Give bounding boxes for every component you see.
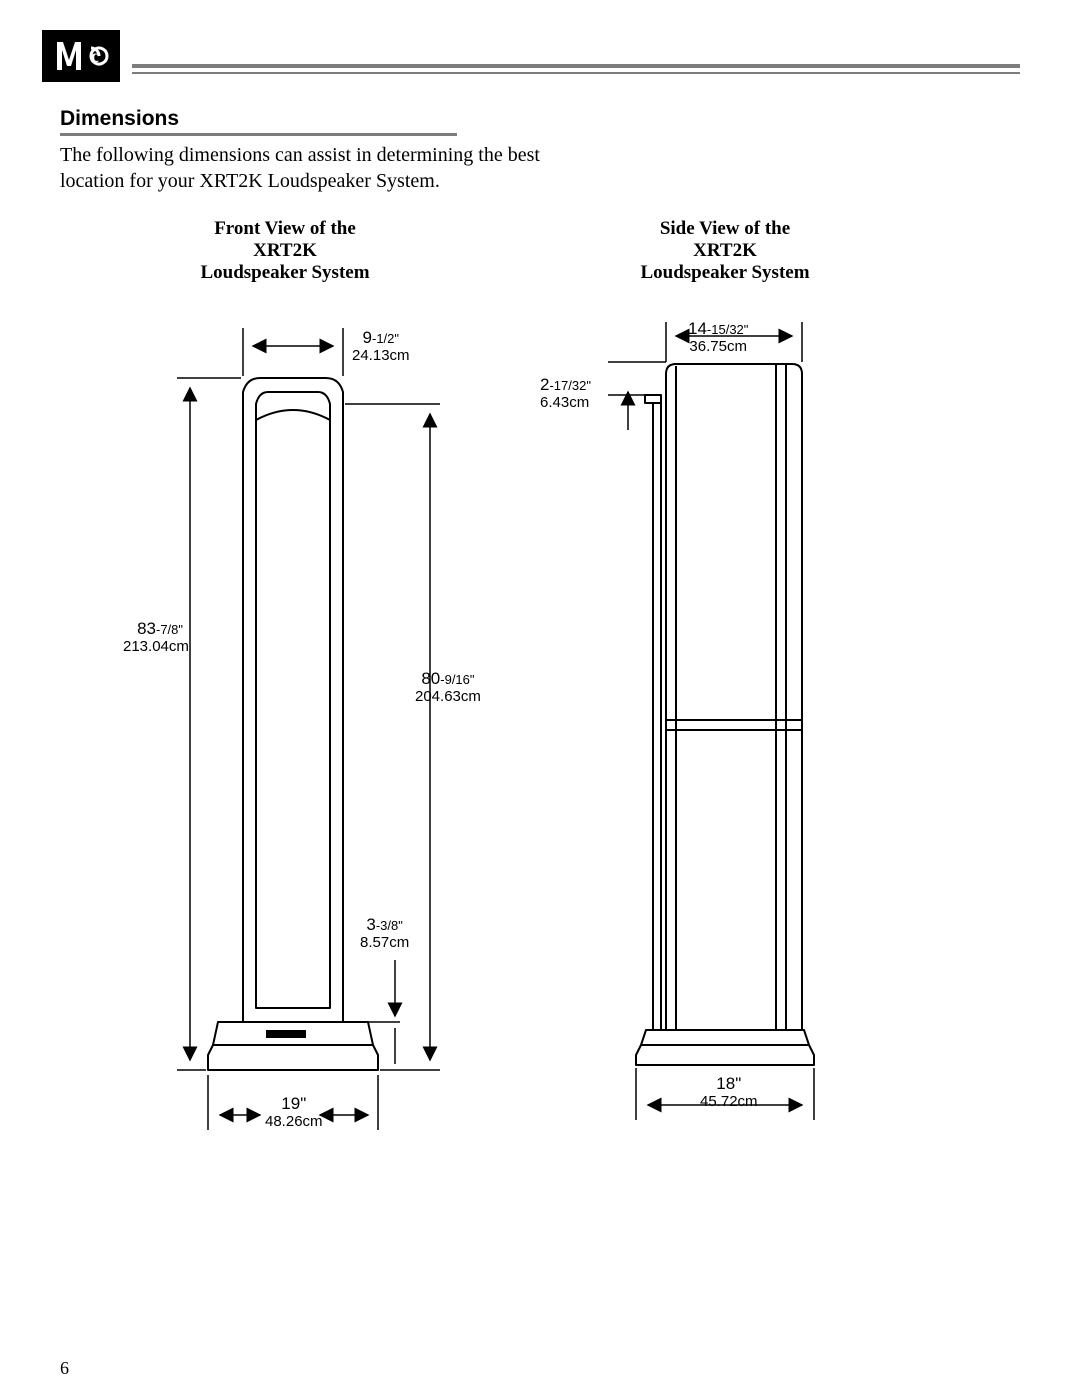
dim-cm: 24.13cm — [352, 348, 410, 365]
dim-whole: 14 — [688, 319, 707, 338]
dim-frac: -3/8" — [376, 918, 403, 933]
dim-side-base-depth: 18" 45.72cm — [700, 1075, 758, 1110]
dim-cm: 6.43cm — [540, 395, 591, 412]
dim-whole: 9 — [363, 328, 372, 347]
dim-front-full-height: 83-7/8" 213.04cm — [123, 620, 183, 655]
dim-frac: -1/2" — [372, 331, 399, 346]
dim-cm: 45.72cm — [700, 1094, 758, 1111]
dim-front-base-width: 19" 48.26cm — [265, 1095, 323, 1130]
dim-whole: 19" — [281, 1094, 306, 1113]
diagram-svg — [0, 0, 1080, 1397]
dim-front-body-height: 80-9/16" 204.63cm — [415, 670, 481, 705]
dim-frac: -9/16" — [440, 672, 474, 687]
dim-whole: 83 — [137, 619, 156, 638]
dim-frac: -17/32" — [549, 378, 590, 393]
dim-cm: 213.04cm — [123, 639, 183, 656]
dim-cm: 48.26cm — [265, 1114, 323, 1131]
dim-frac: -7/8" — [156, 622, 183, 637]
page-number: 6 — [60, 1358, 69, 1379]
dim-side-front-offset: 2-17/32" 6.43cm — [540, 376, 591, 411]
dim-front-top-width: 9-1/2" 24.13cm — [352, 329, 410, 364]
dim-cm: 204.63cm — [415, 689, 481, 706]
dim-cm: 36.75cm — [688, 339, 748, 356]
dim-front-base-step: 3-3/8" 8.57cm — [360, 916, 409, 951]
dim-cm: 8.57cm — [360, 935, 409, 952]
dim-whole: 3 — [366, 915, 375, 934]
dim-frac: -15/32" — [707, 322, 748, 337]
dim-whole: 18" — [716, 1074, 741, 1093]
dim-side-top-depth: 14-15/32" 36.75cm — [688, 320, 748, 355]
dim-whole: 80 — [421, 669, 440, 688]
